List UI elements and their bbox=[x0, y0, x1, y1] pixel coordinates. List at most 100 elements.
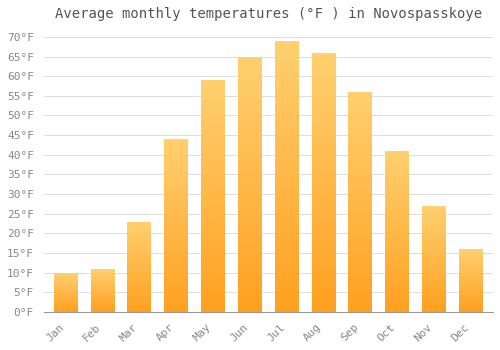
Bar bbox=[459, 253, 483, 254]
Bar bbox=[386, 280, 409, 281]
Bar bbox=[422, 228, 446, 229]
Bar bbox=[422, 276, 446, 277]
Bar bbox=[348, 219, 372, 222]
Bar bbox=[164, 139, 188, 141]
Bar bbox=[201, 196, 225, 198]
Bar bbox=[386, 251, 409, 252]
Bar bbox=[275, 41, 299, 43]
Bar bbox=[238, 164, 262, 166]
Bar bbox=[128, 311, 152, 312]
Bar bbox=[164, 288, 188, 289]
Bar bbox=[90, 302, 114, 303]
Bar bbox=[128, 275, 152, 276]
Bar bbox=[459, 301, 483, 302]
Bar bbox=[164, 238, 188, 239]
Bar bbox=[128, 228, 152, 229]
Bar bbox=[348, 270, 372, 272]
Bar bbox=[201, 180, 225, 182]
Bar bbox=[312, 61, 336, 63]
Bar bbox=[275, 179, 299, 182]
Bar bbox=[238, 207, 262, 210]
Bar bbox=[348, 191, 372, 193]
Bar bbox=[201, 177, 225, 180]
Bar bbox=[386, 169, 409, 170]
Bar bbox=[201, 92, 225, 94]
Bar bbox=[386, 304, 409, 306]
Bar bbox=[90, 276, 114, 277]
Bar bbox=[422, 261, 446, 262]
Bar bbox=[201, 126, 225, 129]
Bar bbox=[201, 298, 225, 300]
Bar bbox=[312, 122, 336, 125]
Bar bbox=[164, 255, 188, 257]
Bar bbox=[459, 281, 483, 282]
Bar bbox=[164, 146, 188, 148]
Bar bbox=[348, 310, 372, 312]
Bar bbox=[238, 128, 262, 131]
Bar bbox=[312, 232, 336, 234]
Bar bbox=[275, 79, 299, 82]
Bar bbox=[164, 267, 188, 269]
Bar bbox=[128, 295, 152, 296]
Bar bbox=[422, 229, 446, 230]
Bar bbox=[459, 258, 483, 259]
Bar bbox=[312, 239, 336, 242]
Bar bbox=[422, 225, 446, 226]
Bar bbox=[386, 267, 409, 268]
Bar bbox=[275, 117, 299, 119]
Bar bbox=[312, 135, 336, 138]
Bar bbox=[238, 302, 262, 304]
Bar bbox=[128, 232, 152, 233]
Bar bbox=[386, 225, 409, 226]
Bar bbox=[312, 71, 336, 74]
Bar bbox=[90, 297, 114, 298]
Bar bbox=[275, 236, 299, 239]
Bar bbox=[201, 80, 225, 83]
Bar bbox=[422, 299, 446, 300]
Bar bbox=[128, 248, 152, 249]
Bar bbox=[386, 283, 409, 285]
Bar bbox=[312, 55, 336, 58]
Bar bbox=[386, 273, 409, 275]
Bar bbox=[422, 260, 446, 261]
Bar bbox=[54, 301, 78, 302]
Bar bbox=[90, 277, 114, 278]
Bar bbox=[238, 235, 262, 238]
Bar bbox=[164, 188, 188, 189]
Bar bbox=[386, 281, 409, 283]
Bar bbox=[459, 297, 483, 298]
Bar bbox=[128, 306, 152, 307]
Bar bbox=[238, 276, 262, 279]
Bar bbox=[201, 157, 225, 159]
Bar bbox=[54, 300, 78, 301]
Bar bbox=[348, 231, 372, 233]
Bar bbox=[312, 133, 336, 135]
Bar bbox=[275, 147, 299, 149]
Bar bbox=[238, 161, 262, 164]
Bar bbox=[312, 226, 336, 229]
Bar bbox=[90, 294, 114, 295]
Bar bbox=[164, 222, 188, 224]
Bar bbox=[422, 213, 446, 214]
Bar bbox=[386, 153, 409, 154]
Bar bbox=[275, 309, 299, 312]
Bar bbox=[459, 295, 483, 296]
Bar bbox=[128, 299, 152, 300]
Bar bbox=[312, 299, 336, 302]
Bar bbox=[312, 234, 336, 237]
Bar bbox=[128, 258, 152, 259]
Bar bbox=[312, 149, 336, 151]
Bar bbox=[275, 49, 299, 52]
Bar bbox=[201, 103, 225, 106]
Bar bbox=[312, 86, 336, 89]
Bar bbox=[348, 132, 372, 134]
Bar bbox=[238, 268, 262, 271]
Bar bbox=[238, 296, 262, 299]
Bar bbox=[164, 162, 188, 163]
Bar bbox=[422, 250, 446, 252]
Bar bbox=[386, 252, 409, 254]
Bar bbox=[128, 300, 152, 301]
Bar bbox=[128, 296, 152, 298]
Bar bbox=[164, 303, 188, 305]
Bar bbox=[201, 256, 225, 259]
